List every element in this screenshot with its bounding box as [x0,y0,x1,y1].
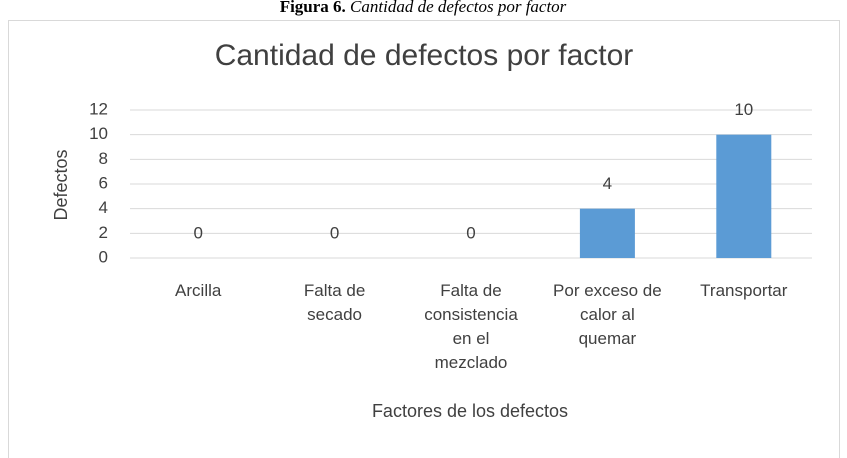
x-tick-label: Transportar [700,281,788,300]
y-tick-label: 10 [89,124,108,143]
y-tick-label: 0 [99,247,108,266]
x-tick-label-line: secado [307,305,362,324]
value-label: 0 [330,223,339,242]
figure-caption: Figura 6. Cantidad de defectos por facto… [280,0,567,16]
y-tick-label: 12 [89,99,108,118]
caption-label: Figura 6. [280,0,346,16]
value-label: 0 [466,223,475,242]
x-tick-label-line: mezclado [435,353,508,372]
y-tick-label: 8 [99,149,108,168]
bar [579,208,635,258]
caption-text: Cantidad de defectos por factor [350,0,567,16]
x-tick-label: Falta de consistencia en el mezclado [424,281,518,372]
x-tick-label: Por exceso de calor al quemar [553,281,662,348]
y-tick-label: 2 [99,223,108,242]
x-tick-label: Arcilla [175,281,222,300]
x-tick-label-line: Arcilla [175,281,222,300]
chart-title: Cantidad de defectos por factor [215,39,634,72]
x-tick-label-line: Por exceso de [553,281,662,300]
x-tick-label-line: consistencia [424,305,518,324]
x-tick-label-line: Falta de [304,281,365,300]
chart-frame [8,20,840,458]
value-label: 10 [734,100,753,119]
value-label: 4 [603,174,612,193]
x-tick-label-line: en el [453,329,490,348]
y-tick-label: 6 [99,173,108,192]
x-tick-label: Falta de secado [304,281,365,324]
x-tick-label-line: Falta de [440,281,501,300]
y-axis-title: Defectos [51,149,71,220]
value-label: 0 [193,223,202,242]
bar [716,134,772,258]
x-axis-title: Factores de los defectos [372,401,568,421]
y-tick-label: 4 [99,198,108,217]
x-tick-label-line: Transportar [700,281,788,300]
x-tick-label-line: quemar [579,329,637,348]
x-tick-label-line: calor al [580,305,635,324]
